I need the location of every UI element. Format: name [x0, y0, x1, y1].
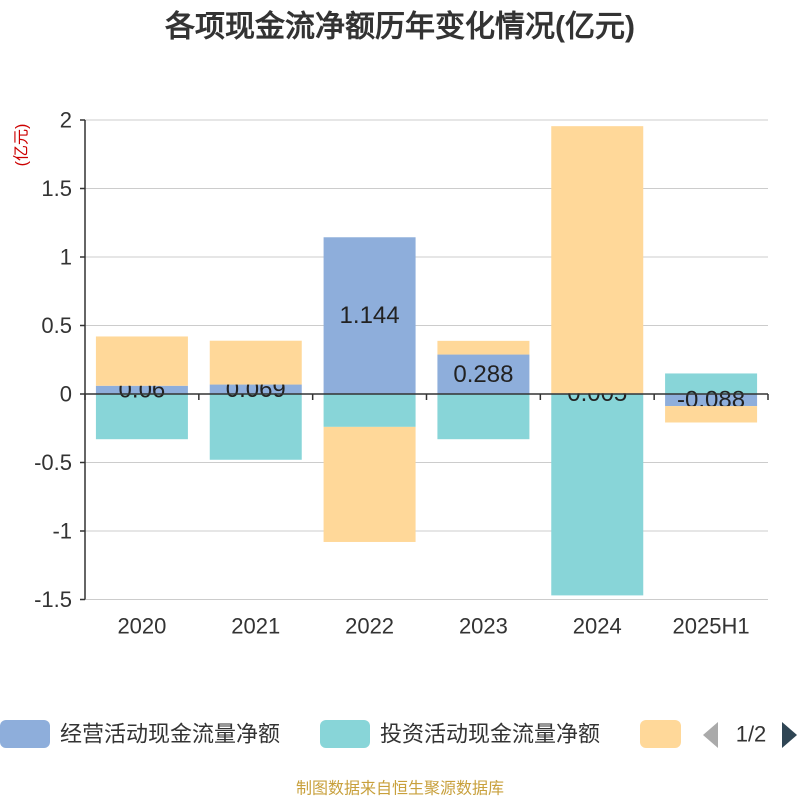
bar-2023[interactable] [437, 340, 530, 355]
y-tick-label: -1.5 [34, 587, 72, 612]
bar-2022[interactable] [323, 394, 416, 427]
value-label-2022: 1.144 [340, 302, 400, 329]
bar-2022[interactable] [323, 237, 416, 394]
y-tick-label: 0.5 [41, 313, 72, 338]
bar-2024[interactable] [551, 126, 644, 394]
y-axis-unit-label: (亿元) [13, 124, 31, 167]
bar-2023[interactable] [437, 354, 530, 394]
bar-2021[interactable] [209, 394, 302, 460]
bar-2020[interactable] [95, 336, 188, 386]
source-footer: 制图数据来自恒生聚源数据库 [296, 780, 504, 798]
bar-2023[interactable] [437, 394, 530, 440]
series-operating-bars [95, 237, 758, 407]
bar-2020[interactable] [95, 385, 188, 394]
legend-page-indicator: 1/2 [736, 722, 767, 747]
x-tick-label: 2021 [231, 614, 280, 639]
legend-swatch-third[interactable] [640, 720, 681, 748]
x-tick-label: 2020 [117, 614, 166, 639]
bar-2025H1[interactable] [665, 394, 758, 407]
y-tick-label: -0.5 [34, 450, 72, 475]
bar-2021[interactable] [209, 384, 302, 394]
y-tick-label: 0 [60, 382, 72, 407]
series-third-bars [95, 126, 758, 542]
legend-next-page-icon[interactable] [782, 722, 797, 748]
value-label-2023: 0.288 [453, 361, 513, 388]
legend-swatch-operating[interactable] [0, 720, 50, 748]
legend: 经营活动现金流量净额 投资活动现金流量净额 1/2 [0, 720, 797, 748]
legend-label-investing[interactable]: 投资活动现金流量净额 [380, 722, 600, 747]
bar-2024[interactable] [551, 394, 644, 596]
y-tick-label: 1.5 [41, 176, 72, 201]
bar-2021[interactable] [209, 340, 302, 385]
y-tick-label: 2 [60, 108, 72, 133]
bar-2025H1[interactable] [665, 406, 758, 423]
bar-2025H1[interactable] [665, 373, 758, 394]
x-tick-label: 2023 [459, 614, 508, 639]
x-tick-label: 2024 [573, 614, 622, 639]
legend-prev-page-icon[interactable] [703, 722, 718, 748]
x-tick-label: 2025H1 [673, 614, 750, 639]
y-tick-label: -1 [52, 519, 72, 544]
legend-label-operating[interactable]: 经营活动现金流量净额 [60, 722, 280, 747]
x-tick-label: 2022 [345, 614, 394, 639]
chart-title: 各项现金流净额历年变化情况(亿元) [164, 10, 635, 44]
legend-swatch-investing[interactable] [320, 720, 370, 748]
y-tick-label: 1 [60, 245, 72, 270]
bar-2022[interactable] [323, 426, 416, 542]
axes: 2 1.5 1 0.5 0 -0.5 -1 -1.5 2020 2021 2022 2023 2024 2… [34, 108, 769, 639]
bar-2020[interactable] [95, 394, 188, 440]
series-investing-bars [95, 373, 758, 596]
